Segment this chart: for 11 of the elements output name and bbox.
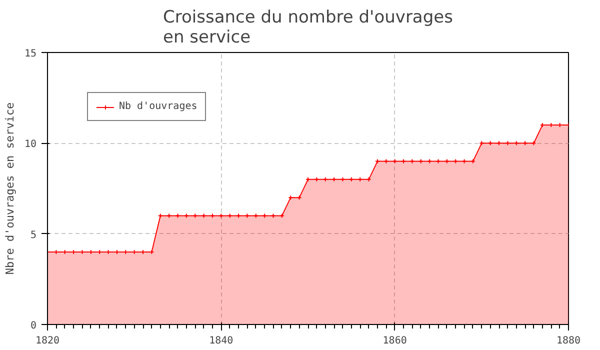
y-axis-title: Nbre d'ouvrages en service — [3, 102, 16, 275]
chart-title: Croissance du nombre d'ouvrages en service — [163, 8, 454, 48]
x-tick-label: 1820 — [35, 336, 60, 346]
y-tick-label: 10 — [24, 139, 37, 150]
y-tick-label: 5 — [30, 230, 37, 241]
x-tick-label: 1880 — [556, 336, 581, 346]
x-tick-label: 1840 — [209, 336, 234, 346]
y-tick-label: 0 — [30, 320, 37, 332]
y-tick-label: 15 — [24, 48, 37, 60]
x-tick-label: 1860 — [382, 336, 407, 346]
legend-label: Nb d'ouvrages — [119, 101, 198, 112]
